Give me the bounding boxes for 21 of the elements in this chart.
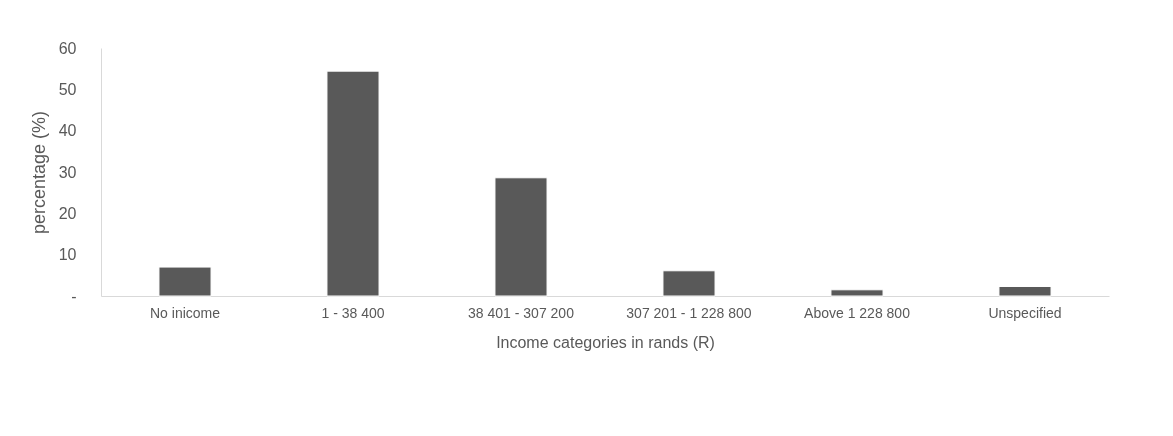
x-tick-label: 38 401 - 307 200 bbox=[468, 304, 575, 321]
x-tick-label: Above 1 228 800 bbox=[804, 304, 911, 321]
y-tick-label: 50 bbox=[58, 80, 77, 98]
y-axis-title: percentage (%) bbox=[28, 110, 49, 235]
y-tick-label: 60 bbox=[58, 39, 77, 57]
x-tick-label: 307 201 - 1 228 800 bbox=[626, 304, 752, 321]
bar bbox=[494, 177, 548, 297]
x-tick-label: No inicome bbox=[149, 304, 221, 321]
bar bbox=[158, 266, 212, 297]
x-tick-label: Unspecified bbox=[988, 304, 1062, 321]
bar bbox=[830, 289, 884, 297]
bar bbox=[662, 270, 716, 297]
y-tick-label: 10 bbox=[58, 246, 77, 264]
y-tick-label: 40 bbox=[58, 122, 77, 140]
y-tick-label: 20 bbox=[58, 204, 77, 222]
bar bbox=[998, 285, 1052, 297]
x-tick-label: 1 - 38 400 bbox=[321, 304, 385, 321]
y-tick-label: - bbox=[71, 287, 77, 305]
bar bbox=[326, 70, 380, 297]
y-tick-label: 30 bbox=[58, 163, 77, 181]
x-axis-title: Income categories in rands (R) bbox=[496, 333, 715, 351]
